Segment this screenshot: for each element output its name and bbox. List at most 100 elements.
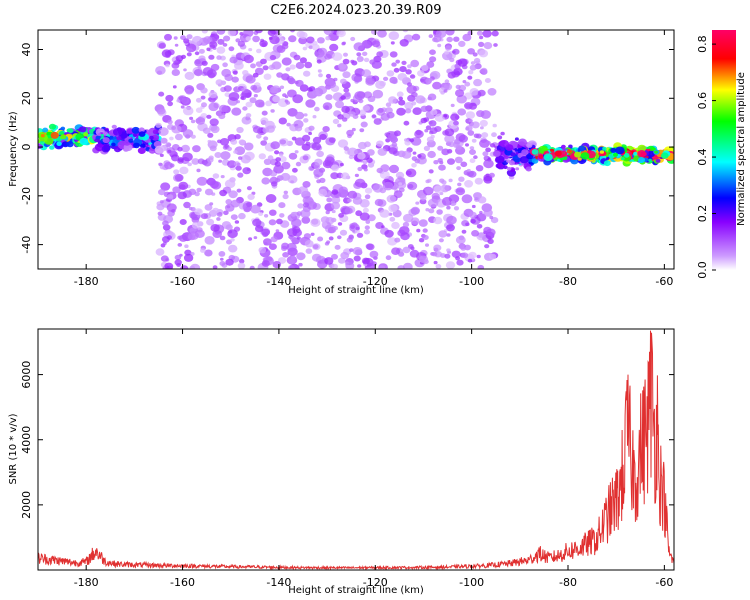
spectrogram-cell [155, 122, 162, 128]
colorbar-gradient [712, 30, 736, 270]
spectrogram-cell [337, 139, 349, 148]
spectrogram-cell [156, 107, 166, 115]
spectrogram-cell [393, 190, 403, 198]
spectrogram-cell [182, 129, 194, 138]
spectrogram-cell [48, 123, 57, 130]
spectrogram-cell [217, 139, 222, 144]
spectrogram-cell [362, 105, 370, 112]
spectrogram-cell [295, 61, 305, 70]
spectrogram-cell [294, 150, 299, 154]
spectrogram-cell [248, 237, 253, 241]
spectrogram-cell [493, 43, 498, 47]
spectrogram-cell [183, 253, 194, 262]
spectrogram-cell [410, 59, 420, 68]
spectrogram-cell [212, 230, 222, 238]
colorbar-tick-label: 0.6 [696, 92, 709, 110]
spectrogram-cell [301, 216, 311, 224]
spectrogram-cell [49, 145, 55, 150]
spectrogram-cell [390, 41, 395, 45]
spectrogram-cell [218, 159, 223, 163]
spectrogram-y-ticks: -40 -20 0 20 40 [20, 43, 674, 254]
spectrogram-cell [357, 152, 366, 160]
spectrogram-cell [362, 160, 368, 165]
spectrogram-cell [429, 49, 436, 55]
spectrogram-cell [471, 121, 480, 129]
spectrogram-cell [195, 97, 202, 103]
spectrogram-cell [345, 262, 355, 269]
spectrogram-cell [444, 134, 455, 144]
spectrogram-cell [292, 167, 298, 173]
spectrogram-cell [344, 91, 351, 97]
spectrogram-cell [216, 46, 226, 54]
spectrogram-cell [282, 93, 287, 97]
spectrogram-cell [469, 146, 475, 150]
spectrogram-cell [240, 96, 245, 100]
spectrogram-cell [187, 162, 192, 167]
spectrogram-cell [56, 141, 62, 146]
spectrogram-cell [353, 255, 361, 262]
colorbar-tick-label: 0.8 [696, 35, 709, 53]
spectrogram-cell [253, 236, 258, 240]
spectrogram-frame [37, 29, 675, 270]
spectrogram-cell [291, 136, 297, 141]
spectrogram-cell [245, 113, 252, 118]
spectrogram-cell [191, 222, 200, 229]
spectrogram-cell [260, 58, 267, 65]
spectrogram-cell [79, 137, 89, 146]
spectrogram-cell [102, 131, 108, 136]
spectrogram-cell [623, 152, 630, 158]
spectrogram-cell [66, 141, 74, 148]
spectrogram-cell [270, 181, 278, 187]
spectrogram-cell [369, 250, 379, 259]
spectrogram-cell [538, 155, 544, 159]
spectrogram-cell [278, 202, 286, 209]
spectrogram-cell [270, 236, 278, 243]
spectrogram-cell [435, 30, 447, 39]
spectrogram-cell [422, 228, 428, 233]
spectrogram-cell [322, 126, 330, 133]
spectrogram-cell [342, 58, 350, 65]
spectrogram-cell [387, 133, 397, 142]
spectrogram-cell [166, 194, 174, 200]
spectrogram-cell [241, 87, 246, 91]
spectrogram-cell [433, 160, 439, 165]
spectrogram-cell [177, 146, 183, 152]
spectrogram-cell [376, 51, 384, 58]
spectrogram-cell [219, 235, 226, 241]
spectrogram-cell [354, 178, 366, 188]
spectrogram-cell [428, 34, 433, 38]
spectrogram-cell [317, 37, 325, 44]
spectrogram-cell [173, 169, 180, 175]
spectrogram-cell [304, 240, 314, 248]
spectrogram-cell [182, 106, 194, 116]
spectrogram-cell [417, 154, 422, 158]
spectrogram-cell [186, 52, 192, 57]
colorbar-tick-label: 0.4 [696, 148, 709, 166]
spectrogram-cell [179, 219, 187, 225]
spectrogram-cell [112, 128, 123, 136]
spectrogram-cell [389, 216, 396, 222]
spectrogram-cell [420, 105, 429, 113]
spectrogram-cell [497, 135, 503, 140]
spectrogram-cell [295, 125, 303, 132]
spectrogram-cell [162, 220, 169, 226]
spectrogram-cell [399, 66, 407, 73]
spectrogram-cell [222, 62, 228, 68]
spectrogram-cell [395, 59, 401, 64]
spectrogram-cell [457, 108, 467, 116]
spectrogram-cell [515, 167, 520, 171]
spectrogram-cell [415, 201, 420, 205]
spectrogram-cell [236, 126, 244, 134]
spectrogram-cell [156, 203, 165, 211]
spectrogram-cell [200, 95, 206, 100]
spectrogram-cell [271, 85, 281, 94]
spectrogram-cell [276, 72, 283, 78]
spectrogram-cell [305, 248, 313, 254]
spectrogram-cell [492, 150, 501, 157]
spectrogram-cell [492, 123, 497, 128]
spectrogram-cell [78, 126, 87, 133]
spectrogram-cell [433, 185, 443, 194]
spectrogram-cell [174, 254, 182, 261]
spectrogram-cell [335, 100, 344, 109]
spectrogram-cell [424, 129, 429, 133]
